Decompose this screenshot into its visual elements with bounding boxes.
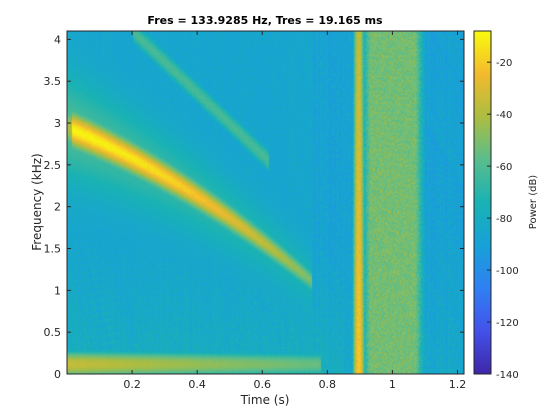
y-tick-label: 4: [54, 33, 61, 46]
y-tick-label: 2: [54, 201, 61, 214]
y-tick-label: 2.5: [44, 159, 62, 172]
colorbar-label: Power (dB): [528, 175, 539, 230]
y-tick-label: 3: [54, 117, 61, 130]
x-axis-label: Time (s): [240, 393, 290, 407]
colorbar-tick-label: -60: [496, 162, 512, 173]
spectrogram-image: [67, 31, 464, 374]
x-tick-label: 0.6: [253, 378, 271, 391]
chart-title: Fres = 133.9285 Hz, Tres = 19.165 ms: [147, 14, 383, 27]
colorbar-tick-label: -140: [496, 370, 519, 381]
colorbar: [473, 30, 492, 375]
y-tick-label: 0.5: [44, 326, 62, 339]
y-tick-label: 0: [54, 368, 61, 381]
x-tick-label: 0.8: [319, 378, 337, 391]
colorbar-ticks: -140 -120 -100 -80 -60 -40 -20: [487, 58, 519, 381]
colorbar-tick-label: -100: [496, 266, 519, 277]
y-axis-ticks: 0 0.5 1 1.5 2 2.5 3 3.5 4: [44, 33, 464, 381]
y-axis-label: Frequency (kHz): [30, 153, 44, 250]
x-axis-ticks: 0.2 0.4 0.6 0.8 1 1.2: [123, 31, 466, 391]
x-tick-label: 1: [389, 378, 396, 391]
plot-frame: [66, 30, 465, 375]
y-tick-label: 1.5: [44, 243, 62, 256]
x-tick-label: 0.2: [123, 378, 141, 391]
colorbar-tick-label: -80: [496, 214, 512, 225]
colorbar-tick-label: -40: [496, 110, 512, 121]
colorbar-tick-label: -20: [496, 58, 512, 69]
colorbar-tick-label: -120: [496, 318, 519, 329]
y-tick-label: 1: [54, 284, 61, 297]
x-tick-label: 1.2: [449, 378, 467, 391]
x-tick-label: 0.4: [188, 378, 206, 391]
y-tick-label: 3.5: [44, 75, 62, 88]
